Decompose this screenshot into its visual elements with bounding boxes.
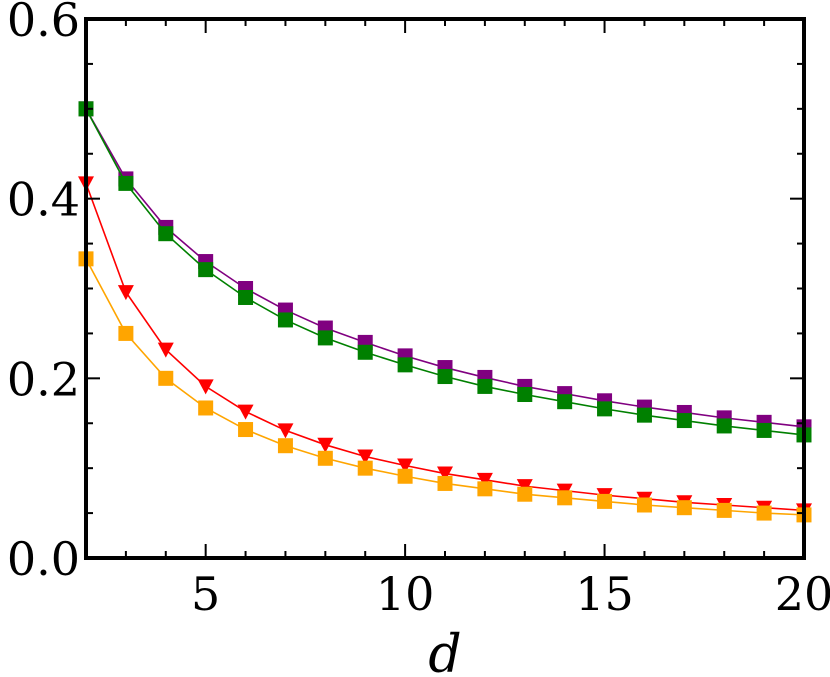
data-point bbox=[517, 486, 533, 502]
data-point bbox=[397, 458, 414, 474]
data-point bbox=[597, 493, 613, 509]
data-point bbox=[238, 289, 254, 305]
data-point bbox=[676, 413, 692, 429]
series-4 bbox=[78, 251, 812, 523]
data-point bbox=[357, 449, 374, 465]
data-point bbox=[317, 330, 333, 346]
data-point bbox=[277, 438, 293, 454]
series-2 bbox=[78, 101, 812, 443]
data-point bbox=[317, 437, 334, 453]
y-tick-label: 0.4 bbox=[7, 173, 80, 227]
data-point bbox=[636, 497, 652, 513]
data-point bbox=[636, 407, 652, 423]
data-point bbox=[397, 468, 413, 484]
series-line bbox=[85, 183, 805, 512]
data-point bbox=[117, 285, 134, 301]
data-point bbox=[516, 479, 533, 495]
data-point bbox=[477, 378, 493, 394]
x-tick-label: 10 bbox=[376, 567, 435, 621]
series-1 bbox=[78, 101, 812, 435]
data-point bbox=[597, 401, 613, 417]
data-point bbox=[158, 226, 174, 242]
data-point bbox=[477, 481, 493, 497]
data-point bbox=[557, 394, 573, 410]
data-point bbox=[157, 342, 174, 358]
data-point bbox=[557, 490, 573, 506]
data-point bbox=[317, 450, 333, 466]
data-point bbox=[756, 422, 772, 438]
data-point bbox=[437, 466, 453, 482]
data-point bbox=[198, 262, 214, 278]
data-point bbox=[277, 312, 293, 328]
x-axis-label: d bbox=[428, 625, 461, 677]
data-point bbox=[238, 422, 254, 438]
data-point bbox=[118, 175, 134, 191]
data-point bbox=[198, 400, 214, 416]
data-point bbox=[437, 369, 453, 385]
data-point bbox=[476, 472, 493, 488]
data-point bbox=[756, 505, 772, 521]
data-point bbox=[357, 344, 373, 360]
series-layer bbox=[78, 101, 812, 523]
x-tick-label: 5 bbox=[191, 567, 220, 621]
data-point bbox=[237, 404, 254, 420]
series-3 bbox=[78, 176, 812, 519]
y-tick-label: 0.6 bbox=[7, 0, 80, 47]
data-point bbox=[437, 475, 453, 491]
data-point bbox=[397, 357, 413, 373]
data-point bbox=[158, 370, 174, 386]
data-point bbox=[118, 325, 134, 341]
series-line bbox=[85, 108, 805, 436]
y-tick-label: 0.0 bbox=[7, 532, 80, 586]
data-point bbox=[716, 418, 732, 434]
data-point bbox=[716, 502, 732, 518]
data-point bbox=[357, 460, 373, 476]
data-point bbox=[676, 500, 692, 516]
ticks: 5 10 15 20 0.0 0.2 0.4 0.6 bbox=[7, 0, 830, 621]
data-point bbox=[277, 423, 294, 439]
data-point bbox=[197, 379, 214, 395]
x-tick-label: 20 bbox=[775, 567, 830, 621]
x-tick-label: 15 bbox=[575, 567, 634, 621]
y-tick-label: 0.2 bbox=[7, 352, 80, 406]
data-point bbox=[517, 387, 533, 403]
